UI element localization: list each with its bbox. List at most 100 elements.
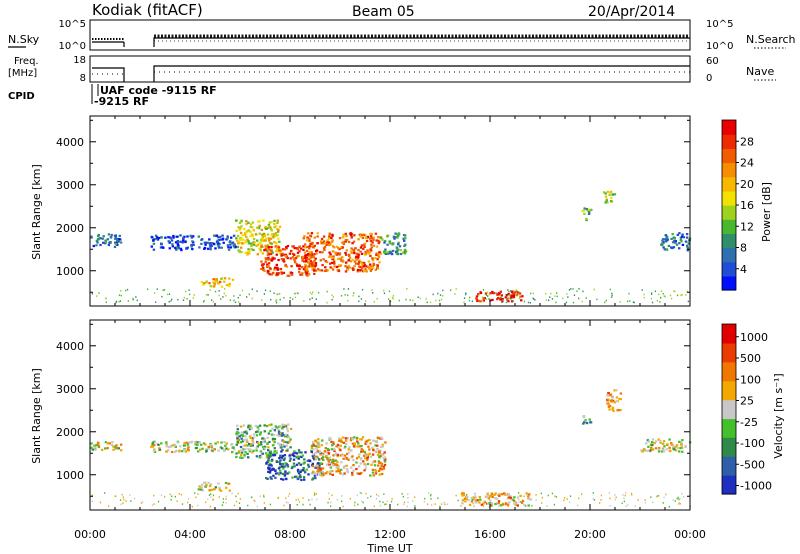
echo-cell	[227, 246, 230, 249]
echo-cell	[165, 441, 168, 444]
scatter-dot	[256, 505, 258, 508]
echo-cell	[490, 503, 493, 506]
echo-cell	[608, 394, 611, 397]
echo-cell	[354, 257, 358, 260]
echo-cell	[307, 265, 311, 268]
echo-cell	[298, 250, 301, 253]
scatter-dot	[679, 503, 681, 505]
echo-cell	[484, 292, 488, 295]
echo-cell	[120, 449, 123, 452]
echo-cell	[315, 447, 318, 450]
echo-cell	[280, 257, 284, 261]
scatter-dot	[326, 290, 328, 293]
echo-cell	[675, 444, 679, 447]
scatter-dot	[482, 505, 485, 507]
echo-cell	[396, 253, 400, 256]
echo-cell	[371, 468, 375, 471]
scatter-dot	[294, 292, 296, 295]
scatter-dot	[308, 499, 310, 501]
scatter-dot	[611, 292, 613, 295]
scatter-dot	[429, 495, 432, 497]
echo-cell	[252, 441, 255, 444]
scatter-dot	[643, 296, 645, 299]
scatter-dot	[499, 294, 501, 296]
scatter-dot	[438, 299, 441, 302]
echo-cell	[493, 493, 496, 496]
echo-cell	[329, 253, 332, 256]
echo-cell	[373, 464, 377, 467]
echo-cell	[269, 258, 272, 261]
scatter-dot	[446, 503, 449, 506]
scatter-dot	[383, 292, 386, 295]
scatter-dot	[229, 299, 231, 301]
echo-cell	[519, 494, 522, 497]
scatter-dot	[608, 492, 610, 494]
echo-cell	[315, 473, 318, 476]
echo-cell	[375, 450, 378, 453]
scatter-dot	[292, 298, 294, 300]
scatter-dot	[118, 301, 120, 303]
scatter-dot	[462, 501, 464, 504]
echo-cell	[277, 272, 280, 275]
echo-cell	[320, 240, 323, 243]
echo-cell	[314, 262, 318, 265]
echo-cell	[228, 285, 231, 288]
echo-cell	[272, 433, 276, 436]
echo-cell	[248, 252, 251, 255]
echo-cell	[306, 459, 309, 462]
echo-cell	[286, 449, 289, 452]
scatter-dot	[523, 300, 525, 303]
echo-cell	[391, 243, 394, 246]
scatter-dot	[541, 502, 543, 504]
echo-cell	[271, 427, 274, 430]
echo-cell	[369, 254, 372, 257]
echo-cell	[681, 233, 684, 236]
scatter-dot	[679, 498, 681, 500]
echo-cell	[308, 245, 311, 248]
colorbar-swatch	[722, 456, 736, 476]
scatter-dot	[133, 497, 136, 500]
echo-cell	[287, 423, 290, 426]
scatter-dot	[540, 492, 542, 495]
echo-region	[582, 415, 593, 425]
echo-cell	[657, 448, 661, 451]
echo-cell	[304, 269, 307, 272]
echo-cell	[300, 273, 304, 276]
echo-cell	[327, 452, 331, 455]
echo-cell	[309, 253, 312, 256]
scatter-dot	[212, 494, 215, 497]
echo-region	[380, 232, 408, 256]
scatter-dot	[311, 297, 313, 299]
scatter-dot	[469, 296, 471, 299]
echo-cell	[374, 268, 377, 271]
echo-cell	[190, 245, 193, 248]
echo-cell	[375, 253, 378, 256]
scatter-dot	[457, 499, 459, 502]
echo-cell	[281, 259, 285, 262]
echo-cell	[97, 445, 101, 449]
echo-cell	[277, 473, 281, 476]
echo-cell	[283, 457, 286, 460]
echo-cell	[587, 212, 591, 215]
echo-cell	[243, 431, 246, 434]
echo-cell	[332, 442, 335, 445]
echo-cell	[179, 240, 182, 243]
power-colorbar-label: Power [dB]	[760, 182, 773, 242]
echo-cell	[114, 237, 117, 240]
echo-cell	[338, 437, 341, 440]
echo-cell	[236, 438, 239, 441]
echo-cell	[271, 439, 275, 442]
echo-cell	[264, 260, 267, 263]
y-tick-label: 2000	[56, 426, 84, 439]
echo-cell	[247, 248, 250, 251]
echo-cell	[244, 447, 247, 451]
echo-cell	[266, 460, 269, 463]
scatter-dot	[269, 503, 271, 506]
echo-cell	[353, 265, 356, 268]
echo-cell	[499, 504, 503, 507]
colorbar-swatch	[722, 205, 736, 220]
echo-cell	[312, 267, 316, 270]
echo-cell	[284, 449, 288, 452]
